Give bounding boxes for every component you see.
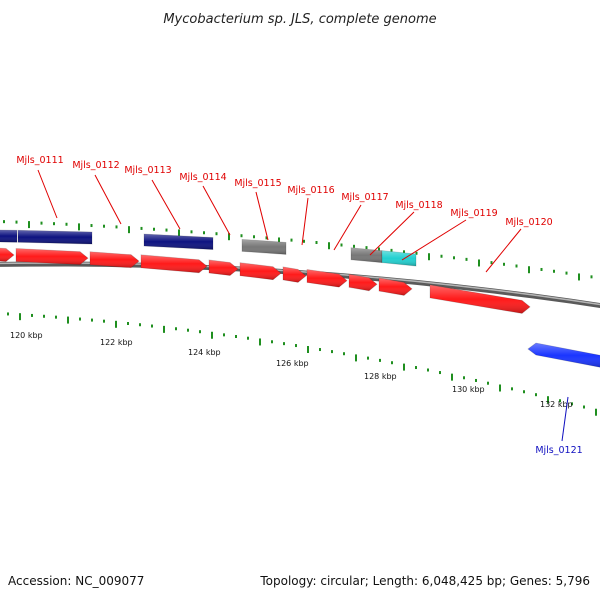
gene-feature-shade [528,343,600,368]
tick-label: 124 kbp [188,348,221,357]
leader-line [485,228,522,273]
gene-feature-shade [209,259,238,276]
gene-label: Mjls_0111 [16,155,63,166]
leader-line [94,174,122,225]
gene-feature-shade [144,234,213,250]
tick-label: 128 kbp [364,372,397,381]
leader-line [401,219,467,261]
leader-line [301,197,309,246]
gene-label: Mjls_0118 [395,200,442,211]
leader-line [255,191,269,241]
topology-text: Topology: circular; Length: 6,048,425 bp… [259,574,590,588]
gene-feature-shade [90,251,139,268]
gene-feature-shade [430,284,530,314]
gene-feature-shade [240,262,281,280]
gene-label: Mjls_0115 [234,178,281,189]
leader-line [561,396,569,442]
leader-line [333,204,362,251]
gene-label: Mjls_0114 [179,172,226,183]
gene-label: Mjls_0113 [124,165,171,176]
gene-feature-shade [0,248,14,262]
leader-line [202,185,231,236]
tick-marks [3,220,597,416]
gene-feature-shade [18,230,92,245]
gene-feature-shade [141,254,207,273]
gene-feature-shade [0,230,17,243]
leader-line [37,169,58,219]
gene-feature-shade [16,248,88,265]
leader-line [369,211,415,256]
gene-label: Mjls_0112 [72,160,119,171]
gene-feature-shade [349,274,377,291]
gene-label: Mjls_0117 [341,192,388,203]
tick-label: 132 kbp [540,400,573,409]
gene-label: Mjls_0119 [450,208,497,219]
gene-feature-shade [242,239,286,255]
tick-labels: 120 kbp 122 kbp 124 kbp 126 kbp 128 kbp 130 k… [10,331,573,409]
gene-feature-shade [382,250,416,267]
accession-text: Accession: NC_009077 [8,574,144,588]
tick-label: 120 kbp [10,331,43,340]
gene-feature-shade [283,266,306,283]
tick-label: 122 kbp [100,338,133,347]
gene-labels: Mjls_0111 Mjls_0112 Mjls_0113 Mjls_0114 Mjls… [16,155,582,456]
tick-label: 126 kbp [276,359,309,368]
gene-features [0,229,600,368]
gene-label: Mjls_0121 [535,445,582,456]
gene-feature-shade [307,269,347,288]
gene-label: Mjls_0116 [287,185,334,196]
page-title: Mycobacterium sp. JLS, complete genome [163,12,436,27]
tick-label: 130 kbp [452,385,485,394]
leader-line [151,179,181,230]
gene-label: Mjls_0120 [505,217,552,228]
gene-feature-shade [379,278,412,296]
